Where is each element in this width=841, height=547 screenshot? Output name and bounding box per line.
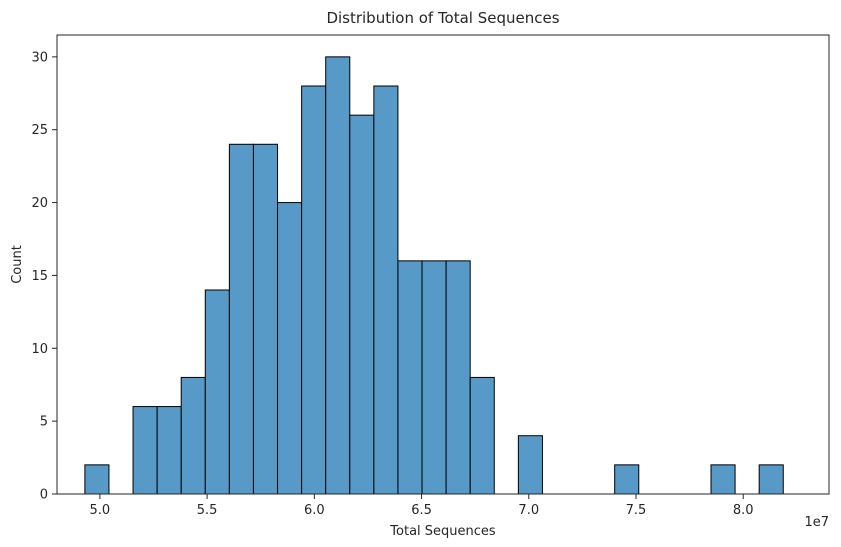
histogram-bar: [397, 260, 423, 495]
histogram-bar: [517, 435, 543, 495]
y-tick-label: 25: [31, 123, 48, 138]
x-tick-label: 7.5: [626, 503, 647, 518]
chart-title: Distribution of Total Sequences: [326, 9, 559, 27]
histogram-bar: [469, 376, 495, 495]
x-axis-label: Total Sequences: [389, 524, 496, 539]
histogram-bar: [132, 406, 158, 495]
x-tick-label: 7.0: [518, 503, 539, 518]
x-tick-label: 5.0: [90, 503, 111, 518]
y-tick-label: 30: [31, 50, 48, 65]
x-offset-label: 1e7: [804, 515, 829, 530]
histogram-bar: [325, 56, 351, 495]
y-tick-label: 15: [31, 269, 48, 284]
x-tick-label: 6.5: [411, 503, 432, 518]
x-tick-label: 6.0: [304, 503, 325, 518]
histogram-bar: [373, 85, 399, 495]
histogram-bar: [421, 260, 447, 495]
x-tick-label: 8.0: [733, 503, 754, 518]
histogram-bar: [301, 85, 327, 495]
histogram-bar: [277, 202, 303, 495]
x-tick-label: 5.5: [197, 503, 218, 518]
histogram-bar: [84, 464, 110, 495]
plot-frame: [56, 34, 830, 495]
y-tick-label: 5: [40, 415, 48, 430]
histogram-bar: [252, 143, 279, 495]
y-tick-label: 20: [31, 196, 48, 211]
y-tick-label: 0: [40, 488, 48, 503]
x-axis: 5.0 5.5 6.0 6.5 7.0 7.5 8.0: [90, 494, 754, 518]
y-axis-label: Count: [10, 245, 25, 284]
histogram-bar: [614, 464, 640, 495]
histogram-bar: [349, 114, 375, 495]
histogram-bar: [156, 406, 182, 495]
bars-group: [84, 56, 784, 495]
histogram-bar: [228, 143, 254, 495]
histogram-bar: [758, 464, 784, 495]
histogram-bar: [445, 260, 471, 495]
histogram-bar: [180, 376, 206, 495]
histogram-bar: [204, 289, 230, 495]
histogram-bar: [710, 464, 736, 495]
y-axis: 0 5 10 15 20 25 30: [31, 50, 57, 503]
y-tick-label: 10: [31, 342, 48, 357]
